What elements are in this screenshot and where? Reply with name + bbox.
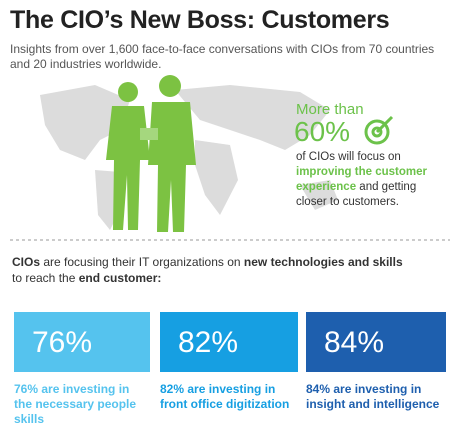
text: and getting (356, 181, 417, 193)
caption-line: 84% are investing in (306, 382, 422, 396)
text-line: to reach the end customer: (12, 270, 403, 286)
text-line: CIOs are focusing their IT organizations… (12, 254, 403, 270)
bold-text: end customer: (78, 271, 162, 285)
callout-lead: More than (296, 101, 364, 118)
text-line: improving the customer (296, 165, 427, 180)
focus-text: CIOs are focusing their IT organizations… (12, 254, 403, 286)
callout-stat: 60% (294, 116, 351, 147)
caption-line: 76% are investing in (14, 382, 130, 396)
subtitle-line: and 20 industries worldwide. (10, 57, 162, 71)
callout-text: of CIOs will focus on improving the custo… (296, 150, 427, 210)
caption-line: 82% are investing in (160, 382, 276, 396)
caption-line: the necessary people (14, 397, 137, 411)
subtitle-line: Insights from over 1,600 face-to-face co… (10, 42, 435, 56)
target-icon (364, 115, 394, 145)
stat-value: 76% (32, 326, 93, 359)
caption-line: insight and intelligence (306, 397, 440, 411)
silhouettes (106, 75, 196, 232)
bold-text: CIOs (12, 255, 41, 269)
title: The CIO’s New Boss: Customers (10, 6, 390, 34)
caption-line: front office digitization (160, 397, 290, 411)
text: of CIOs will focus on (296, 151, 401, 163)
stat-value: 82% (178, 326, 239, 359)
bold-text: improving the customer (296, 166, 427, 178)
text: closer to customers. (296, 196, 399, 208)
text-line: of CIOs will focus on (296, 150, 427, 165)
text: are focusing their IT organizations on (40, 255, 244, 269)
caption-line: skills (14, 412, 45, 426)
stat-value: 84% (324, 326, 385, 359)
stat-caption: 84% are investing in insight and intellig… (306, 382, 439, 412)
bold-text: experience (296, 181, 357, 193)
bold-text: new technologies and skills (243, 255, 403, 269)
stat-caption: 76% are investing in the necessary people… (14, 382, 136, 427)
subtitle: Insights from over 1,600 face-to-face co… (10, 42, 434, 72)
stat-box: 76% (14, 312, 150, 372)
text: to reach the (12, 271, 79, 285)
stat-box: 82% (160, 312, 298, 372)
stat-box: 84% (306, 312, 446, 372)
text-line: experience and getting (296, 180, 427, 195)
stat-caption: 82% are investing in front office digitiz… (160, 382, 289, 412)
text-line: closer to customers. (296, 195, 427, 210)
world-map (40, 85, 338, 230)
